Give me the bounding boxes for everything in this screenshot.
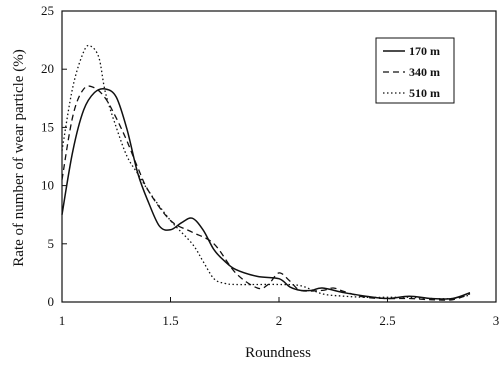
legend: 170 m 340 m 510 m: [375, 37, 455, 104]
x-tick-label: 2: [276, 313, 283, 328]
legend-entry-340m: 340 m: [383, 65, 440, 79]
x-axis-ticks: 1 1.5 2 2.5 3: [59, 297, 500, 328]
y-tick-label: 25: [41, 3, 54, 18]
legend-entry-170m: 170 m: [383, 44, 440, 58]
y-tick-label: 0: [48, 294, 55, 309]
legend-box: [375, 37, 455, 104]
y-axis-title: Rate of number of wear particle (%): [11, 49, 27, 266]
legend-label-510m: 510 m: [409, 86, 440, 100]
x-tick-label: 3: [493, 313, 500, 328]
series-line-510m: [61, 44, 471, 300]
y-axis-ticks: 0 5 10 15 20 25: [41, 3, 67, 309]
y-tick-label: 15: [41, 119, 54, 134]
plot-frame: [61, 10, 497, 303]
x-axis-title: Roundness: [245, 345, 311, 361]
series-layer: [61, 44, 471, 301]
y-tick-label: 20: [41, 61, 54, 76]
x-tick-label: 1.5: [162, 313, 178, 328]
series-line-170m: [61, 87, 471, 300]
x-tick-label: 1: [59, 313, 66, 328]
x-tick-label: 2.5: [379, 313, 395, 328]
legend-entry-510m: 510 m: [383, 86, 440, 100]
y-tick-label: 10: [41, 178, 54, 193]
series-line-340m: [61, 85, 471, 301]
legend-label-340m: 340 m: [409, 65, 440, 79]
legend-label-170m: 170 m: [409, 44, 440, 58]
y-tick-label: 5: [48, 236, 55, 251]
